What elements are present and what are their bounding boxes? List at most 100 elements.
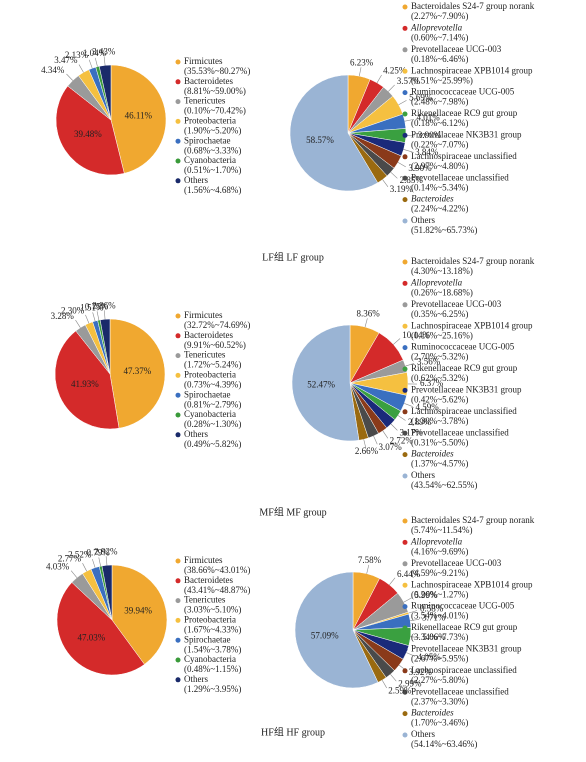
panel-caption: MF组 MF group (259, 505, 326, 518)
leader-line (103, 310, 106, 320)
legend-marker (402, 518, 408, 524)
legend-label: Rikenellaceae RC9 gut group (411, 622, 518, 632)
legend-label: Proteobacteria (184, 369, 236, 379)
slice-label: 39.94% (124, 606, 152, 616)
legend-label: Firmicutes (184, 310, 223, 320)
legend-range: (2.27%~7.90%) (411, 11, 468, 21)
slice-label: 4.59% (416, 402, 440, 412)
legend-label: Lachnospiraceae XPB1014 group (411, 579, 533, 589)
legend-marker (175, 118, 181, 124)
slice-label: 4.34% (41, 65, 65, 75)
legend-marker (402, 366, 408, 372)
legend-range: (8.81%~59.00%) (184, 86, 246, 96)
leader-line (388, 84, 395, 92)
slice-label: 57.09% (311, 630, 339, 640)
legend-label: Spirochaetae (184, 634, 230, 644)
legend-marker (175, 392, 181, 398)
legend-range: (3.54%~4.01%) (411, 611, 468, 621)
legend-range: (1.54%~3.78%) (184, 644, 241, 654)
pie-slice (111, 564, 168, 665)
panel-caption: LF组 LF group (262, 250, 324, 263)
legend-label: Lachnospiraceae XPB1014 group (411, 65, 533, 75)
legend-marker (402, 302, 408, 308)
slice-label: 2.92% (94, 546, 118, 556)
slice-label: 5.06% (423, 632, 447, 642)
slice-label: 2.72% (390, 436, 414, 446)
legend-label: Prevotellaceae UCG-003 (411, 558, 502, 568)
legend-range: (3.34%~7.73%) (411, 632, 468, 642)
legend-range: (0.10%~70.42%) (184, 106, 246, 116)
legend-marker (402, 68, 408, 74)
legend-label: Bacteroidales S24-7 group norank (411, 515, 535, 525)
legend-label: Tenericutes (184, 96, 226, 106)
legend-range: (0.60%~7.14%) (411, 32, 468, 42)
slice-label: 4.05% (417, 652, 441, 662)
legend-marker (175, 372, 181, 378)
legend-marker (402, 430, 408, 436)
legend-marker (175, 578, 181, 584)
slice-label: 5.99% (414, 590, 438, 600)
legend-label: Lachnospiraceae XPB1014 group (411, 320, 533, 330)
legend-marker (402, 175, 408, 181)
legend-label: Others (411, 470, 435, 480)
leader-line (408, 610, 418, 614)
pie-slice (99, 318, 111, 375)
legend-range: (0.26%~1.27%) (411, 589, 468, 599)
leader-line (94, 57, 98, 67)
leader-line (366, 564, 370, 574)
leader-line (92, 312, 96, 322)
legend-label: Cyanobacteria (184, 654, 236, 664)
slice-label: 3.28% (51, 311, 75, 321)
legend-range: (0.81%~2.79%) (184, 399, 241, 409)
legend-marker (402, 259, 408, 265)
legend-marker (402, 625, 408, 631)
legend-marker (402, 280, 408, 286)
legend-range: (0.18%~6.12%) (411, 118, 468, 128)
slice-label: 1.51% (80, 303, 104, 313)
legend-range: (1.30%~3.78%) (411, 416, 468, 426)
leader-line (393, 338, 401, 345)
legend-range: (0.62%~5.32%) (411, 373, 468, 383)
legend-range: (38.66%~43.01%) (184, 565, 250, 575)
pie-slice (291, 324, 360, 442)
legend-marker (175, 677, 181, 683)
pie-slice (294, 571, 379, 689)
slice-label: 2.99% (398, 678, 422, 688)
legend-label: Rikenellaceae RC9 gut group (411, 363, 518, 373)
legend-marker (402, 452, 408, 458)
slice-label: 2.30% (61, 305, 85, 315)
legend-label: Alloprevotella (410, 277, 463, 287)
slice-label: 6.23% (350, 57, 374, 67)
legend-marker (175, 138, 181, 144)
legend-range: (0.68%~3.33%) (184, 145, 241, 155)
legend-range: (2.48%~7.98%) (411, 97, 468, 107)
slice-label: 3.84% (415, 147, 439, 157)
slice-label: 3.90% (408, 163, 432, 173)
leader-line (405, 363, 415, 367)
legend-range: (0.73%~4.39%) (184, 379, 241, 389)
pie-slice (54, 330, 120, 430)
legend-label: Others (184, 175, 208, 185)
legend-label: Alloprevotella (410, 22, 463, 32)
legend-label: Cyanobacteria (184, 155, 236, 165)
slice-label: 0.58% (420, 603, 444, 613)
legend-marker (175, 558, 181, 564)
slice-label: 10.14% (402, 330, 430, 340)
legend-marker (402, 561, 408, 567)
slice-label: 3.57% (397, 76, 421, 86)
leader-line (92, 559, 96, 568)
legend-label: Bacteroidetes (184, 575, 233, 585)
pie-slice (110, 64, 167, 174)
slice-label: 3.17% (400, 427, 424, 437)
legend-range: (51.82%~65.73%) (411, 225, 477, 235)
slice-label: 41.93% (71, 379, 99, 389)
legend-marker (402, 197, 408, 203)
legend-range: (0.35%~6.25%) (411, 309, 468, 319)
legend-marker (402, 646, 408, 652)
legend-range: (35.53%~80.27%) (184, 66, 250, 76)
slice-label: 2.59% (388, 685, 412, 695)
slice-label: 46.11% (125, 111, 153, 121)
legend-marker (402, 539, 408, 545)
legend-marker (402, 582, 408, 588)
